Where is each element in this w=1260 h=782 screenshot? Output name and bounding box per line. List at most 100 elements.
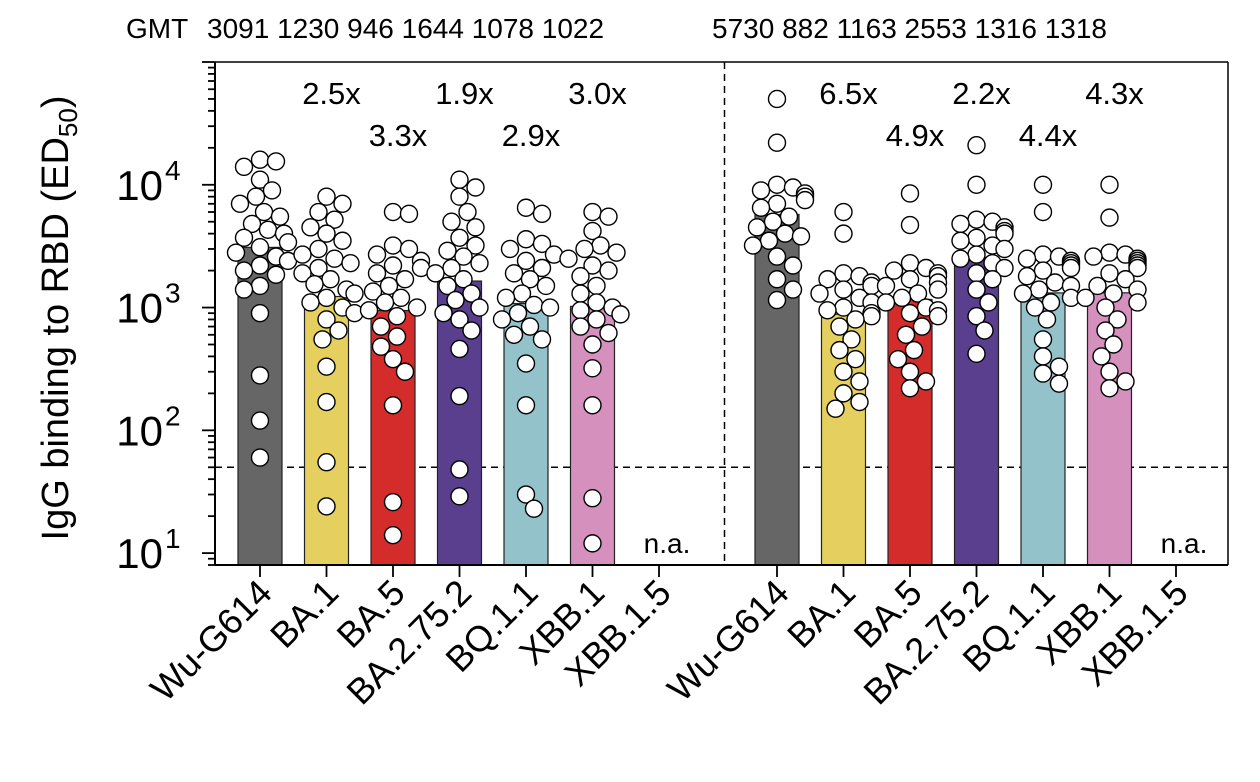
not-available-label: n.a. — [1161, 528, 1208, 559]
data-point — [383, 202, 403, 222]
data-point — [876, 293, 896, 312]
y-axis-label-close: ) — [35, 96, 77, 109]
data-point — [293, 264, 312, 283]
data-point — [900, 270, 920, 289]
data-point — [1128, 293, 1147, 312]
data-point — [1076, 288, 1095, 308]
data-point — [317, 187, 336, 206]
data-point — [317, 453, 336, 472]
data-point — [1108, 310, 1127, 329]
data-point — [540, 298, 560, 317]
data-point — [951, 249, 970, 268]
data-point — [967, 175, 986, 194]
data-point — [317, 288, 336, 308]
y-axis-label: IgG binding to RBD (ED50) — [35, 96, 83, 541]
data-point — [834, 280, 853, 299]
data-point — [333, 231, 352, 250]
data-point — [387, 307, 407, 326]
data-point — [313, 330, 332, 349]
data-point — [266, 265, 286, 284]
data-point — [571, 267, 590, 286]
data-point — [508, 303, 528, 323]
data-point — [559, 249, 578, 268]
data-point — [293, 245, 312, 264]
data-point — [751, 181, 771, 200]
data-point — [250, 366, 270, 385]
data-point — [466, 218, 485, 237]
data-point — [967, 245, 986, 264]
data-point — [591, 236, 610, 255]
data-point — [516, 198, 536, 217]
data-point — [759, 231, 779, 250]
x-tick-label: Wu-G614 — [659, 572, 796, 709]
data-point — [234, 280, 254, 299]
data-point — [500, 239, 520, 259]
data-point — [446, 290, 465, 310]
data-point — [1096, 298, 1115, 317]
data-point — [916, 372, 936, 391]
data-point — [583, 359, 602, 378]
data-point — [571, 317, 590, 336]
y-tick-label: 10 — [116, 162, 163, 209]
data-points — [226, 89, 1147, 553]
data-point — [775, 224, 795, 243]
data-point — [504, 264, 524, 283]
fold-change-label: 3.3x — [369, 118, 428, 153]
y-tick-label: 10 — [116, 530, 163, 577]
data-point — [1116, 372, 1135, 391]
data-point — [1096, 321, 1115, 340]
data-point — [1104, 335, 1123, 354]
data-point — [830, 340, 849, 360]
data-point — [317, 497, 336, 516]
data-point — [325, 210, 344, 229]
data-point — [492, 310, 512, 329]
data-point — [571, 301, 590, 320]
data-point — [363, 282, 383, 301]
data-point — [791, 227, 811, 246]
data-point — [426, 264, 445, 283]
data-point — [979, 293, 998, 312]
data-point — [1100, 243, 1119, 262]
data-point — [1017, 249, 1037, 268]
data-point — [1128, 258, 1147, 278]
data-point — [928, 307, 948, 326]
data-point — [383, 256, 403, 275]
data-point — [607, 243, 626, 262]
data-point — [317, 310, 336, 329]
data-point — [387, 327, 407, 346]
data-point — [438, 241, 457, 260]
data-point — [470, 298, 489, 317]
data-point — [826, 399, 845, 418]
data-point — [258, 220, 278, 239]
fold-change-label: 3.0x — [568, 76, 627, 111]
data-point — [466, 236, 485, 255]
data-point — [442, 212, 461, 231]
data-point — [834, 362, 853, 381]
data-point — [767, 89, 787, 109]
data-point — [520, 317, 540, 336]
data-point — [763, 212, 783, 231]
data-point — [532, 330, 552, 349]
data-point — [951, 231, 970, 250]
data-point — [516, 230, 536, 249]
data-point — [983, 270, 1002, 289]
data-point — [333, 194, 352, 213]
data-point — [1084, 247, 1103, 266]
data-point — [250, 448, 270, 467]
data-point — [383, 525, 403, 545]
data-point — [496, 288, 516, 308]
data-point — [1049, 374, 1069, 393]
data-point — [325, 249, 344, 268]
data-point — [466, 178, 485, 197]
data-point — [462, 284, 481, 303]
data-point — [900, 184, 920, 203]
data-point — [524, 295, 544, 315]
data-point — [884, 261, 904, 280]
data-point — [834, 202, 853, 222]
data-point — [892, 288, 912, 308]
data-point — [900, 215, 920, 235]
data-point — [783, 256, 803, 275]
data-point — [1033, 364, 1053, 383]
data-point — [583, 221, 602, 241]
data-point — [371, 317, 391, 336]
